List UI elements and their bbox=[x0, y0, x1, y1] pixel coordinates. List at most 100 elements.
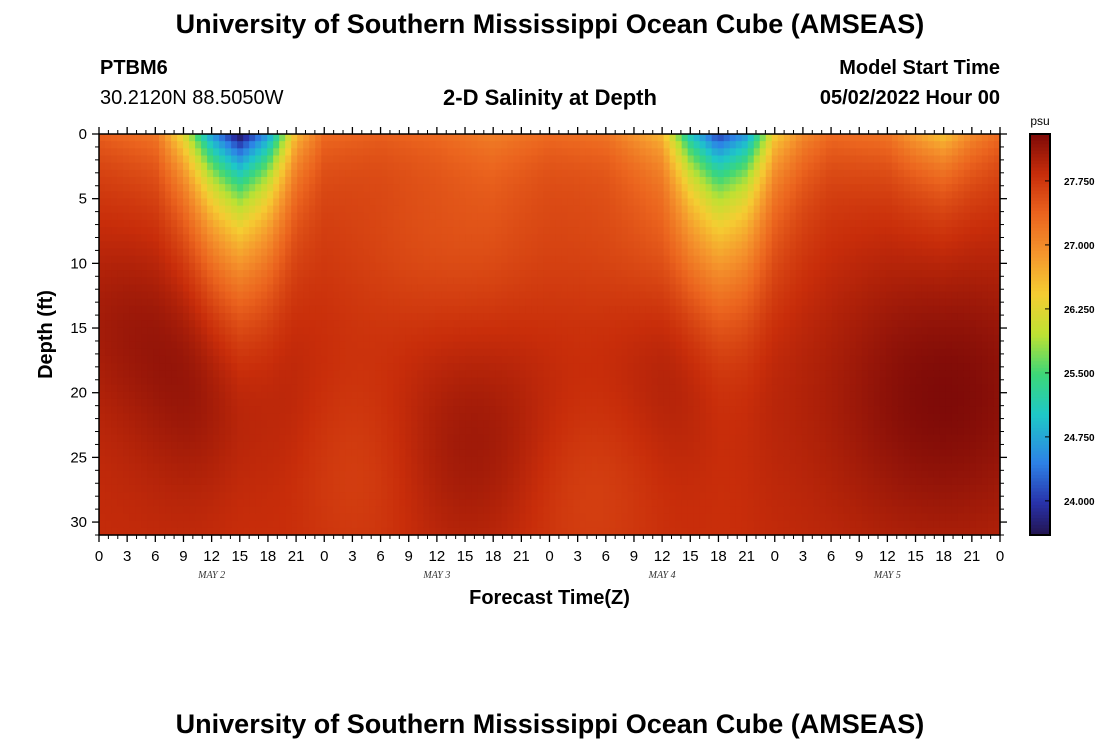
heatmap-cell bbox=[627, 298, 635, 307]
heatmap-cell bbox=[213, 134, 220, 142]
heatmap-cell bbox=[555, 427, 563, 436]
heatmap-cell bbox=[507, 456, 515, 464]
heatmap-cell bbox=[489, 234, 497, 243]
heatmap-cell bbox=[351, 320, 358, 328]
heatmap-cell bbox=[165, 427, 172, 436]
heatmap-cell bbox=[447, 406, 454, 414]
heatmap-cell bbox=[261, 241, 268, 250]
heatmap-cell bbox=[189, 370, 196, 379]
heatmap-cell bbox=[567, 162, 575, 171]
heatmap-cell bbox=[255, 513, 262, 522]
heatmap-cell bbox=[477, 134, 485, 142]
heatmap-cell bbox=[531, 141, 539, 149]
heatmap-cell bbox=[213, 513, 220, 522]
heatmap-cell bbox=[129, 384, 136, 393]
heatmap-cell bbox=[369, 477, 376, 486]
heatmap-cell bbox=[213, 348, 220, 357]
heatmap-cell bbox=[255, 191, 262, 200]
heatmap-cell bbox=[423, 255, 430, 264]
heatmap-cell bbox=[141, 155, 148, 164]
heatmap-cell bbox=[531, 227, 539, 235]
heatmap-cell bbox=[513, 284, 521, 293]
heatmap-cell bbox=[615, 449, 623, 457]
heatmap-cell bbox=[333, 327, 340, 336]
heatmap-cell bbox=[363, 284, 370, 293]
heatmap-cell bbox=[597, 234, 605, 243]
heatmap-cell bbox=[231, 205, 238, 214]
heatmap-cell bbox=[471, 320, 479, 328]
heatmap-cell bbox=[105, 176, 112, 185]
heatmap-cell bbox=[453, 427, 460, 436]
heatmap-cell bbox=[387, 205, 394, 214]
heatmap-cell bbox=[393, 313, 400, 321]
heatmap-cell bbox=[621, 313, 629, 321]
heatmap-cell bbox=[477, 313, 485, 321]
heatmap-cell bbox=[213, 363, 220, 371]
heatmap-cell bbox=[483, 241, 491, 250]
heatmap-cell bbox=[279, 377, 286, 386]
heatmap-cell bbox=[483, 212, 491, 221]
heatmap-cell bbox=[543, 277, 551, 285]
heatmap-cell bbox=[291, 134, 298, 142]
heatmap-cell bbox=[423, 298, 430, 307]
heatmap-cell bbox=[231, 169, 238, 178]
heatmap-cell bbox=[177, 219, 184, 228]
heatmap-cell bbox=[405, 284, 412, 293]
heatmap-cell bbox=[129, 420, 136, 429]
heatmap-cell bbox=[141, 370, 148, 379]
heatmap-cell bbox=[225, 456, 232, 464]
heatmap-cell bbox=[597, 456, 605, 464]
heatmap-cell bbox=[321, 506, 328, 515]
heatmap-cell bbox=[123, 499, 130, 507]
heatmap-cell bbox=[369, 155, 376, 164]
heatmap-cell bbox=[561, 155, 569, 164]
heatmap-cell bbox=[525, 155, 533, 164]
heatmap-cell bbox=[627, 520, 635, 529]
heatmap-cell bbox=[171, 234, 178, 243]
heatmap-cell bbox=[555, 320, 563, 328]
heatmap-cell bbox=[327, 262, 334, 271]
heatmap-cell bbox=[171, 198, 178, 207]
heatmap-cell bbox=[345, 184, 352, 192]
heatmap-cell bbox=[165, 248, 172, 257]
heatmap-cell bbox=[405, 134, 412, 142]
heatmap-cell bbox=[621, 520, 629, 529]
heatmap-cell bbox=[429, 499, 436, 507]
heatmap-cell bbox=[231, 141, 238, 149]
heatmap-cell bbox=[177, 134, 184, 142]
heatmap-cell bbox=[243, 148, 250, 157]
heatmap-cell bbox=[201, 449, 208, 457]
heatmap-cell bbox=[393, 355, 400, 364]
heatmap-cell bbox=[507, 470, 515, 479]
heatmap-cell bbox=[261, 441, 268, 450]
heatmap-cell bbox=[489, 219, 497, 228]
heatmap-cell bbox=[453, 470, 460, 479]
heatmap-cell bbox=[429, 313, 436, 321]
heatmap-cell bbox=[513, 227, 521, 235]
heatmap-cell bbox=[579, 370, 587, 379]
heatmap-cell bbox=[339, 492, 346, 500]
heatmap-cell bbox=[285, 305, 292, 314]
heatmap-cell bbox=[273, 470, 280, 479]
heatmap-cell bbox=[585, 169, 593, 178]
heatmap-cell bbox=[363, 427, 370, 436]
heatmap-cell bbox=[417, 370, 424, 379]
heatmap-cell bbox=[159, 384, 166, 393]
heatmap-cell bbox=[399, 305, 406, 314]
heatmap-cell bbox=[561, 527, 569, 536]
heatmap-cell bbox=[273, 484, 280, 493]
heatmap-cell bbox=[465, 348, 473, 357]
heatmap-cell bbox=[405, 341, 412, 350]
heatmap-cell bbox=[387, 212, 394, 221]
heatmap-cell bbox=[201, 363, 208, 371]
heatmap-cell bbox=[483, 320, 491, 328]
heatmap-cell bbox=[459, 355, 467, 364]
heatmap-cell bbox=[357, 248, 364, 257]
heatmap-cell bbox=[165, 441, 172, 450]
heatmap-cell bbox=[345, 255, 352, 264]
heatmap-cell bbox=[183, 427, 190, 436]
heatmap-cell bbox=[291, 298, 298, 307]
heatmap-cell bbox=[411, 398, 418, 407]
heatmap-cell bbox=[471, 406, 479, 414]
heatmap-cell bbox=[591, 463, 599, 472]
